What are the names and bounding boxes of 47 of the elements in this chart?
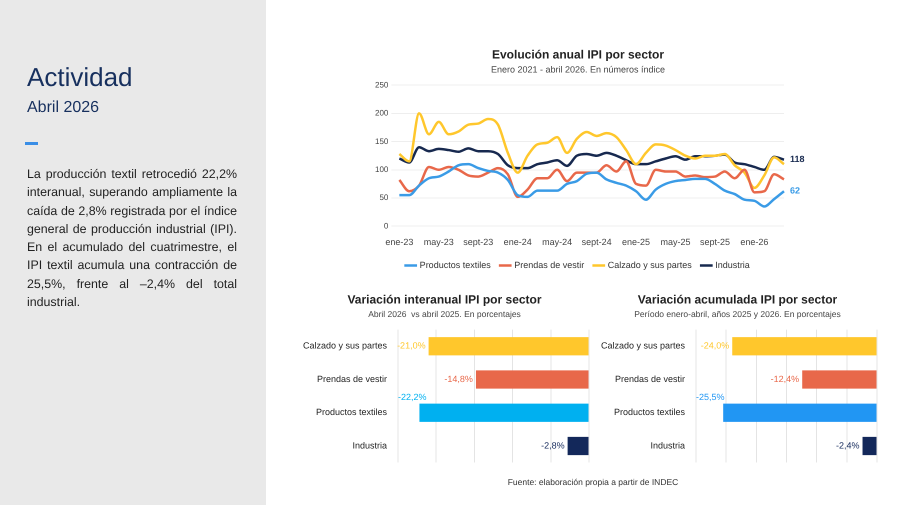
y-tick-label: Industria (352, 440, 388, 450)
source-note: Fuente: elaboración propia a partir de INDEC (506, 477, 680, 487)
data-label: -14,8% (444, 374, 473, 384)
y-tick-label: Industria (650, 440, 686, 450)
y-tick-label: Productos textiles (614, 407, 686, 418)
x-tick-label: may-25 (660, 237, 691, 248)
legend-label: Industria (715, 260, 750, 270)
y-tick-label: 200 (374, 108, 389, 118)
text: La producción textil retrocedió 22,2% interanual, superando ampliamente la caída de 2,8% registrada por el índice general de producción industrial (IPI). En el acumulado del cuatrimestre, el IPI textil acumula una contracción de 25,5%, frente al –2,4% del total industrial. (27, 166, 237, 312)
data-label: -24,0% (700, 340, 730, 351)
legend-label: Prendas de vestir (514, 260, 584, 270)
chart-title: Variación interanual IPI por sector (347, 292, 542, 307)
chart-subtitle: Abril 2026 vs abril 2025. En porcentajes (368, 308, 521, 319)
y-tick-label: 150 (374, 136, 389, 146)
x-tick-label: sept-23 (463, 237, 494, 248)
x-tick-label: ene-25 (622, 237, 650, 248)
y-tick-label: Productos textiles (316, 407, 388, 418)
chart-title: Evolución anual IPI por sector (492, 48, 664, 62)
data-label: -2,4% (836, 440, 860, 450)
data-label: -12,4% (770, 374, 800, 384)
x-tick-label: ene-24 (504, 237, 532, 248)
chart-subtitle: Período enero-abril, años 2025 y 2026. En porcentajes (634, 308, 841, 319)
y-tick-label: Prendas de vestir (614, 374, 686, 384)
y-tick-label: 50 (379, 193, 389, 202)
y-tick-label: Calzado y sus partes (600, 340, 686, 351)
x-tick-label: sept-24 (582, 237, 612, 248)
y-tick-label: 100 (374, 165, 389, 174)
x-tick-label: may-23 (424, 237, 454, 248)
text: Actividad (27, 62, 132, 93)
chart-title: Variación acumulada IPI por sector (638, 292, 838, 307)
data-label: -2,8% (541, 440, 565, 450)
data-label: 62 (790, 186, 800, 196)
x-tick-label: may-24 (542, 237, 572, 248)
y-tick-label: Prendas de vestir (316, 374, 388, 384)
data-label: 118 (790, 154, 805, 164)
data-label: -22,2% (398, 392, 427, 402)
data-label: -25,5% (696, 392, 725, 402)
y-tick-label: 250 (374, 80, 389, 90)
x-tick-label: ene-23 (385, 237, 414, 248)
y-tick-label: Calzado y sus partes (302, 340, 388, 351)
y-tick-label: 0 (384, 221, 389, 230)
data-label: -21,0% (397, 340, 426, 351)
chart-subtitle: Enero 2021 - abril 2026. En números índice (490, 64, 666, 74)
x-tick-label: sept-25 (700, 237, 730, 248)
text: Abril 2026 (27, 99, 100, 117)
legend-label: Productos textiles (420, 260, 492, 270)
x-tick-label: ene-26 (740, 237, 768, 248)
